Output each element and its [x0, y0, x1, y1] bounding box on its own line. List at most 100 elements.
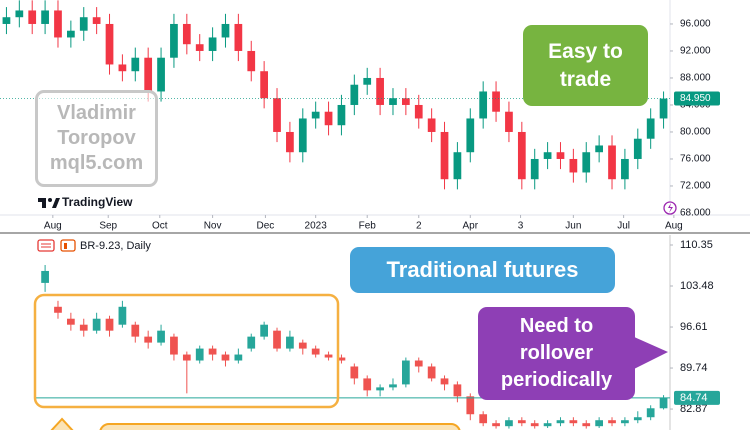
chart-title: BR-9.23, Daily — [80, 240, 151, 252]
candle-body — [54, 306, 62, 313]
x-tick-label: Aug — [44, 221, 62, 232]
candle-body — [453, 384, 462, 397]
candle-body — [402, 360, 410, 385]
candle-body — [492, 91, 500, 112]
candle-body — [543, 423, 552, 427]
candle-body — [41, 270, 49, 283]
candle-body — [144, 336, 153, 343]
candle-body — [79, 17, 88, 31]
candle-body — [234, 354, 243, 361]
candle-body — [234, 23, 243, 51]
y-tick-label: 76.000 — [680, 154, 711, 165]
candle-body — [414, 360, 423, 367]
candle-body — [569, 420, 578, 424]
x-tick-label: Apr — [463, 221, 479, 232]
candle-body — [608, 145, 616, 180]
candle-body — [131, 57, 140, 72]
candle-body — [157, 330, 165, 343]
candle-body — [543, 152, 552, 159]
candle-body — [195, 348, 204, 361]
candle-body — [633, 138, 642, 159]
candle-body — [2, 17, 11, 24]
candle-body — [479, 91, 488, 119]
candle-body — [505, 420, 513, 427]
icon — [60, 239, 76, 252]
candle-body — [569, 158, 578, 173]
candle-body — [337, 104, 346, 126]
annotation: Need to rollover periodically — [478, 307, 635, 400]
y-tick-label: 72.000 — [680, 181, 711, 192]
price-label-bg — [674, 390, 720, 405]
candle-body — [67, 30, 75, 38]
candle-body — [311, 111, 320, 119]
candle-body — [466, 396, 475, 415]
icon — [668, 203, 673, 213]
candle-body — [247, 50, 256, 72]
candle-body — [15, 10, 24, 18]
highlight-box — [33, 293, 340, 409]
x-tick-label: Dec — [257, 221, 275, 232]
brand-logo: TradingView — [38, 195, 133, 209]
x-tick-label: Aug — [665, 221, 683, 232]
candle-body — [595, 420, 603, 427]
candle-body — [389, 98, 397, 105]
icon — [64, 243, 67, 249]
brand: TradingView — [62, 195, 133, 209]
candle-body — [208, 37, 217, 51]
candle-body — [286, 131, 294, 153]
candle-body — [273, 330, 281, 349]
candle-body — [363, 77, 372, 85]
candle-body — [221, 23, 230, 38]
candle-body — [517, 420, 526, 424]
candle-body — [556, 152, 565, 159]
candle-body — [427, 366, 436, 379]
candle-body — [556, 420, 565, 424]
candle-body — [92, 318, 101, 331]
candle-body — [492, 423, 500, 427]
y-tick-label: 88.000 — [680, 73, 711, 84]
candle-body — [337, 357, 346, 361]
candle-body — [582, 423, 591, 427]
candle-body — [170, 23, 178, 58]
candle-body — [440, 378, 449, 385]
candle-body — [324, 354, 333, 358]
candle-body — [260, 324, 268, 337]
candle-body — [376, 387, 384, 391]
y-tick-label: 103.48 — [680, 280, 714, 292]
annotation: Easy to trade — [523, 25, 648, 106]
watermark: Vladimir Toropov mql5.com — [35, 90, 158, 187]
candle-body — [79, 324, 88, 331]
candle-body — [453, 152, 462, 180]
x-tick-label: 2023 — [305, 221, 328, 232]
candle-body — [505, 111, 513, 132]
candle-body — [298, 118, 307, 153]
candle-body — [41, 10, 49, 24]
y-tick-label: 82.87 — [680, 403, 708, 415]
candle-body — [659, 397, 668, 409]
candle-body — [363, 378, 372, 391]
x-tick-label: Jul — [617, 221, 630, 232]
candle-body — [118, 64, 127, 72]
y-tick-label: 89.74 — [680, 362, 708, 374]
candle-body — [144, 57, 153, 92]
x-tick-label: Jun — [565, 221, 581, 232]
candle-body — [54, 10, 62, 38]
candle-body — [298, 342, 307, 349]
candle-body — [659, 98, 668, 119]
candle-body — [182, 23, 191, 45]
x-tick-label: Oct — [152, 221, 168, 232]
candle-body — [376, 77, 384, 105]
candle-body — [105, 318, 114, 331]
candle-body — [517, 131, 526, 180]
y-tick-label: 110.35 — [680, 239, 713, 251]
candle-body — [92, 17, 101, 24]
candle-body — [621, 158, 629, 180]
candle-body — [260, 71, 268, 99]
callout-arrow — [50, 417, 74, 430]
candle-body — [608, 420, 616, 424]
y-tick-label: 68.000 — [680, 208, 711, 219]
candle-body — [67, 318, 75, 325]
candle-body — [646, 408, 655, 418]
candle-body — [646, 118, 655, 139]
